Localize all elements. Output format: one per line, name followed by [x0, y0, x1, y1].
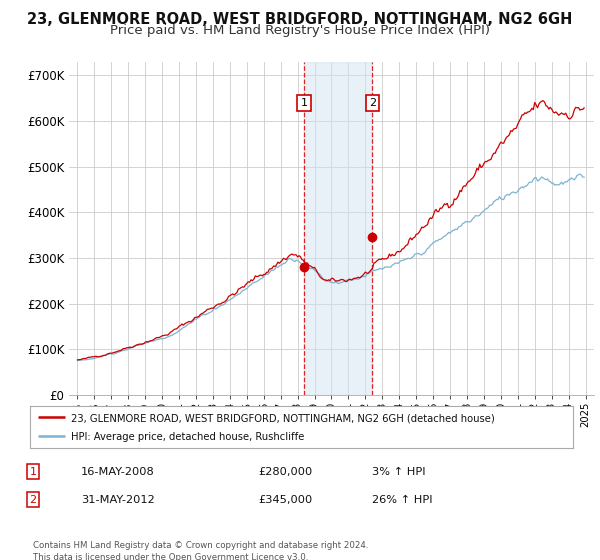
Text: £280,000: £280,000	[258, 466, 312, 477]
Text: 1: 1	[29, 466, 37, 477]
Text: £345,000: £345,000	[258, 494, 312, 505]
Text: Contains HM Land Registry data © Crown copyright and database right 2024.
This d: Contains HM Land Registry data © Crown c…	[33, 541, 368, 560]
Text: 31-MAY-2012: 31-MAY-2012	[81, 494, 155, 505]
Text: 26% ↑ HPI: 26% ↑ HPI	[372, 494, 433, 505]
Text: 3% ↑ HPI: 3% ↑ HPI	[372, 466, 425, 477]
Text: 1: 1	[301, 98, 307, 108]
Text: 2: 2	[369, 98, 376, 108]
Text: 2: 2	[29, 494, 37, 505]
Text: HPI: Average price, detached house, Rushcliffe: HPI: Average price, detached house, Rush…	[71, 432, 304, 442]
Bar	[304, 62, 373, 395]
Text: 16-MAY-2008: 16-MAY-2008	[81, 466, 155, 477]
Text: 23, GLENMORE ROAD, WEST BRIDGFORD, NOTTINGHAM, NG2 6GH: 23, GLENMORE ROAD, WEST BRIDGFORD, NOTTI…	[28, 12, 572, 27]
Text: Price paid vs. HM Land Registry's House Price Index (HPI): Price paid vs. HM Land Registry's House …	[110, 24, 490, 37]
Text: 23, GLENMORE ROAD, WEST BRIDGFORD, NOTTINGHAM, NG2 6GH (detached house): 23, GLENMORE ROAD, WEST BRIDGFORD, NOTTI…	[71, 413, 494, 423]
